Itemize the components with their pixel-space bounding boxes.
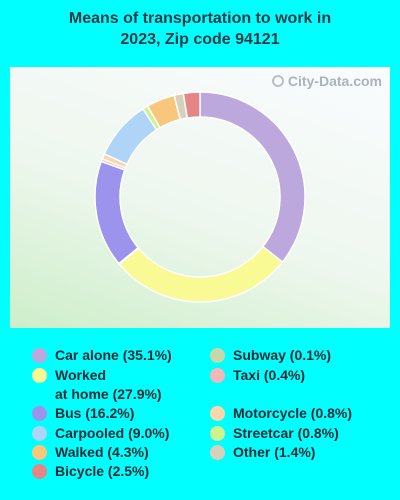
slice-3 (94, 160, 140, 265)
legend-swatch (210, 406, 225, 421)
donut-chart (94, 91, 306, 303)
chart-title: Means of transportation to work in 2023, … (68, 10, 332, 48)
watermark-text: City-Data.com (287, 73, 382, 89)
legend-item: Car alone (35.1%) (32, 346, 172, 365)
legend-label: Worked at home (27.9%) (55, 367, 162, 402)
legend-label: Other (1.4%) (233, 444, 316, 460)
legend-label: Streetcar (0.8%) (233, 425, 339, 441)
legend-item: Other (1.4%) (210, 443, 315, 462)
legend-swatch (32, 426, 47, 441)
legend-swatch (32, 368, 47, 383)
legend-label: Bicycle (2.5%) (55, 463, 150, 479)
legend-label: Motorcycle (0.8%) (233, 405, 353, 421)
legend-item: Bus (16.2%) (32, 404, 134, 423)
legend-item: Taxi (0.4%) (210, 366, 305, 385)
legend-item: Streetcar (0.8%) (210, 424, 339, 443)
slice-10 (182, 91, 201, 119)
legend-label: Bus (16.2%) (55, 405, 135, 421)
legend-label: Taxi (0.4%) (233, 367, 306, 383)
legend-item: Walked (4.3%) (32, 443, 149, 462)
legend-swatch (210, 368, 225, 383)
legend-swatch (32, 445, 47, 460)
legend-swatch (32, 464, 47, 479)
legend-swatch (32, 348, 47, 363)
slice-1 (118, 245, 284, 303)
legend-label: Car alone (35.1%) (55, 347, 172, 363)
legend-label: Carpooled (9.0%) (55, 425, 170, 441)
legend-label: Subway (0.1%) (233, 347, 332, 363)
legend-item: Carpooled (9.0%) (32, 424, 169, 443)
slice-0 (199, 91, 306, 264)
legend-swatch (210, 445, 225, 460)
legend: Car alone (35.1%) Worked at home (27.9%) B… (0, 346, 400, 496)
magnifier-icon (271, 75, 284, 87)
legend-item: Worked at home (27.9%) (32, 366, 162, 404)
legend-label: Walked (4.3%) (55, 444, 149, 460)
legend-swatch (210, 348, 225, 363)
legend-item: Subway (0.1%) (210, 346, 331, 365)
legend-swatch (32, 406, 47, 421)
legend-swatch (210, 426, 225, 441)
legend-item: Motorcycle (0.8%) (210, 404, 352, 423)
watermark: City-Data.com (271, 73, 382, 89)
legend-item: Bicycle (2.5%) (32, 462, 149, 481)
